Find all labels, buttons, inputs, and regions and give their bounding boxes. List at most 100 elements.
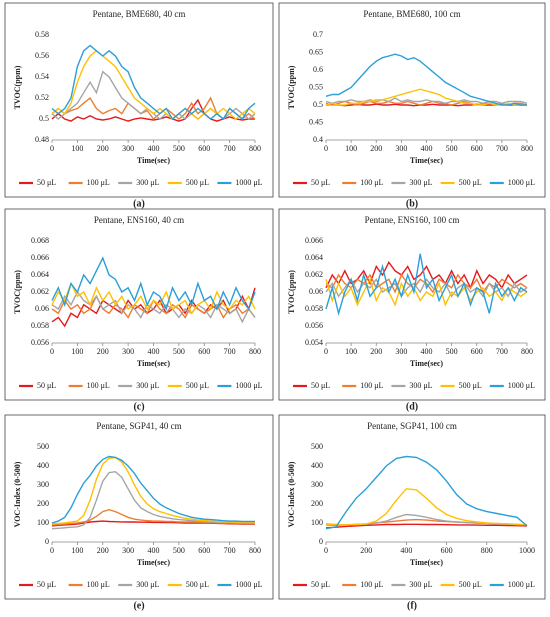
x-tick-label: 200 [97,144,109,153]
x-tick-label: 700 [224,546,236,555]
legend-label: 1000 μL [508,178,535,187]
y-tick-label: 0.064 [31,270,49,279]
x-tick-label: 200 [97,347,109,356]
legend-label: 1000 μL [235,178,262,187]
legend-label: 50 μL [37,580,56,589]
y-tick-label: 0.65 [309,47,323,56]
y-tick-label: 0.062 [31,287,49,296]
x-tick-label: 500 [173,347,185,356]
x-tick-label: 700 [496,144,508,153]
x-tick-label: 500 [173,546,185,555]
data-line [325,97,528,105]
data-line [51,98,255,122]
y-axis-label: VOC-Index (0-500) [13,461,22,527]
legend-label: 100 μL [360,580,383,589]
y-tick-label: 0.45 [309,117,323,126]
x-tick-label: 0 [324,546,328,555]
y-tick-label: 300 [37,480,49,489]
y-axis-label: TVOC(ppm) [287,65,296,109]
panel-label: (a) [133,198,145,209]
data-line [325,455,528,530]
legend-label: 50 μL [311,580,330,589]
data-line [325,273,528,294]
x-tick-label: 800 [249,144,261,153]
y-tick-label: 200 [311,499,323,508]
legend-label: 500 μL [459,381,482,390]
y-tick-label: 0.068 [31,236,49,245]
x-tick-label: 400 [148,144,160,153]
data-line [51,290,256,324]
chart-title: Pentane, BME680, 100 cm [363,9,460,19]
y-tick-label: 0.48 [35,135,49,144]
panel-label: (e) [133,600,144,611]
x-tick-label: 600 [441,546,453,555]
y-tick-label: 0.4 [313,135,323,144]
chart-title: Pentane, BME680, 40 cm [93,9,186,19]
x-tick-label: 300 [122,144,134,153]
x-tick-label: 600 [198,546,210,555]
x-tick-label: 0 [324,347,328,356]
data-line [325,523,528,529]
legend-label: 100 μL [87,381,110,390]
x-tick-label: 200 [97,546,109,555]
x-axis-label: Time(sec) [410,156,444,165]
x-tick-label: 400 [400,546,412,555]
legend-label: 1000 μL [235,381,262,390]
data-line [51,49,256,120]
y-axis-label: VOC-Index (0-500) [287,461,296,527]
data-line [325,253,528,316]
x-axis-label: Time(sec) [137,558,171,567]
legend-label: 1000 μL [508,580,535,589]
x-tick-label: 100 [345,347,357,356]
y-axis-label: TVOC(ppm) [13,270,22,314]
legend-label: 100 μL [87,178,110,187]
x-tick-label: 100 [71,347,83,356]
data-line [325,53,527,106]
y-tick-label: 0 [319,537,323,546]
y-axis-label: TVOC(ppm) [287,270,296,314]
x-tick-label: 300 [395,347,407,356]
x-tick-label: 800 [521,347,533,356]
legend-label: 50 μL [37,178,56,187]
legend-label: 500 μL [459,178,482,187]
panel-frame [278,2,546,198]
y-tick-label: 500 [37,442,49,451]
y-tick-label: 0.066 [31,253,49,262]
chart-title: Pentane, SGP41, 100 cm [367,421,457,431]
x-tick-label: 800 [521,144,533,153]
y-tick-label: 0.06 [35,304,49,313]
y-tick-label: 0.5 [39,114,49,123]
x-tick-label: 0 [50,546,54,555]
y-tick-label: 0.52 [35,93,49,102]
y-tick-label: 500 [311,442,323,451]
y-tick-label: 0.55 [309,82,323,91]
x-tick-label: 1000 [519,546,535,555]
y-tick-label: 0.6 [313,65,323,74]
x-tick-label: 400 [148,546,160,555]
y-tick-label: 200 [37,499,49,508]
x-tick-label: 300 [122,347,134,356]
legend-label: 300 μL [409,381,432,390]
x-tick-label: 0 [50,144,54,153]
data-line [51,256,256,311]
data-line [51,281,256,315]
y-tick-label: 0.064 [305,253,323,262]
legend-label: 50 μL [311,178,330,187]
panel-label: (f) [407,600,417,611]
y-axis-label: TVOC(ppm) [13,65,22,109]
data-line [51,70,256,120]
x-axis-label: Time(sec) [410,558,444,567]
x-tick-label: 200 [360,546,372,555]
legend-label: 100 μL [87,580,110,589]
legend-label: 50 μL [311,381,330,390]
legend-label: 50 μL [37,381,56,390]
panel-frame [4,414,274,600]
legend-label: 500 μL [186,381,209,390]
x-tick-label: 500 [446,347,458,356]
legend-label: 1000 μL [235,580,262,589]
x-axis-label: Time(sec) [137,156,171,165]
x-tick-label: 0 [324,144,328,153]
panel-frame [278,414,546,600]
legend-label: 300 μL [409,580,432,589]
x-tick-label: 400 [421,144,433,153]
